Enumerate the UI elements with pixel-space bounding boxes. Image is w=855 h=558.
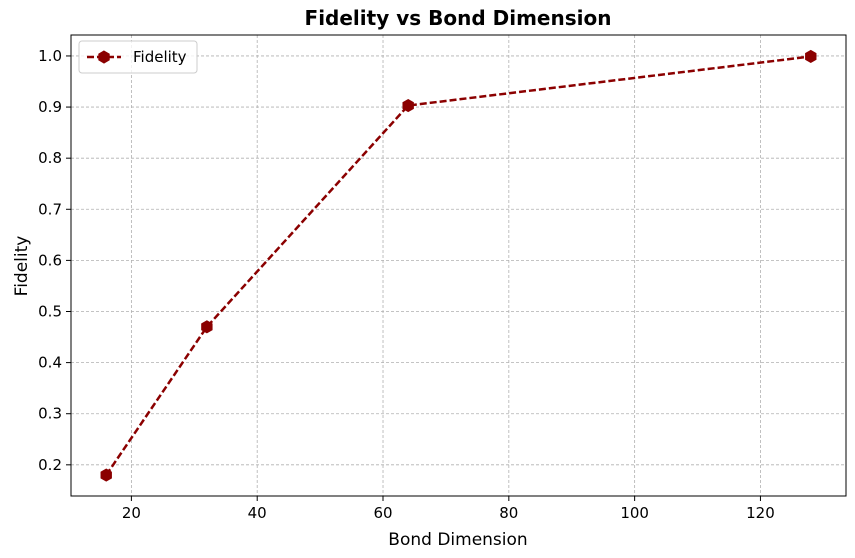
x-tick-label: 20: [122, 504, 141, 522]
y-tick-label: 0.9: [38, 98, 62, 116]
x-axis-label: Bond Dimension: [388, 530, 527, 550]
series-layer: [100, 49, 817, 482]
plot-area: [70, 34, 847, 497]
chart-title: Fidelity vs Bond Dimension: [305, 6, 612, 30]
x-tick-label: 120: [746, 504, 775, 522]
legend-box: [78, 40, 198, 74]
y-tick-label: 0.4: [38, 354, 62, 372]
data-point: [100, 468, 112, 482]
grid-lines: [71, 35, 846, 496]
legend: Fidelity: [78, 40, 198, 74]
y-axis-label: Fidelity: [12, 236, 32, 297]
data-point: [201, 320, 213, 334]
x-tick-label: 60: [373, 504, 392, 522]
data-point: [805, 49, 817, 64]
series-line: [105, 55, 811, 476]
x-tick-label: 40: [248, 504, 267, 522]
x-tick-label: 80: [499, 504, 518, 522]
y-tick-label: 0.6: [38, 251, 62, 269]
y-tick-label: 0.5: [38, 302, 62, 320]
y-axis: 0.2 0.3 0.4 0.5 0.6 0.7 0.8 0.9 1.0: [38, 47, 71, 474]
legend-marker-sample: [98, 50, 110, 64]
y-tick-label: 1.0: [38, 47, 62, 65]
data-point: [402, 98, 414, 113]
y-tick-label: 0.3: [38, 405, 62, 423]
legend-label: Fidelity: [133, 48, 187, 66]
y-tick-label: 0.7: [38, 200, 62, 218]
y-tick-label: 0.8: [38, 149, 62, 167]
x-axis: 20 40 60 80 100 120: [122, 496, 775, 522]
y-tick-label: 0.2: [38, 456, 62, 474]
x-tick-label: 100: [620, 504, 649, 522]
